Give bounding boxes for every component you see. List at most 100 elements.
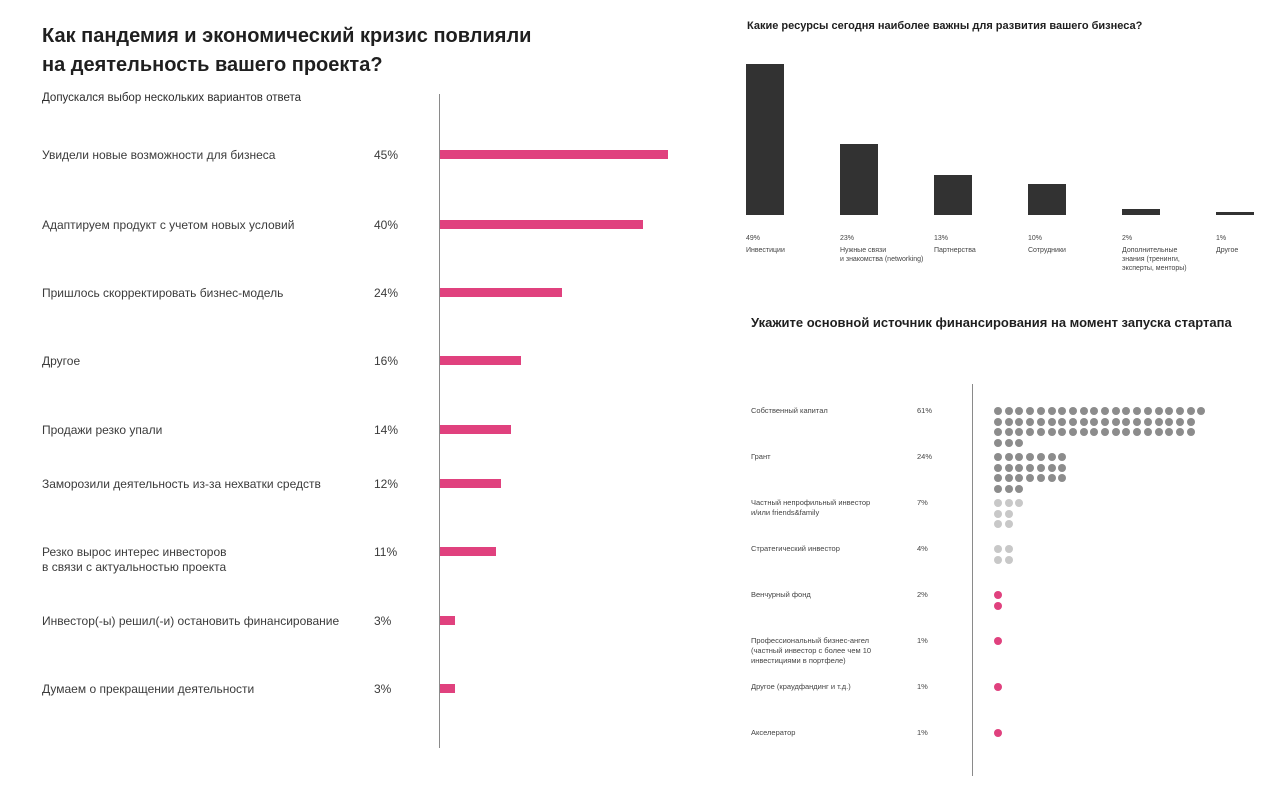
funding-dot <box>1036 417 1045 426</box>
funding-dot <box>1036 428 1045 436</box>
funding-dot <box>1004 520 1013 528</box>
funding-dot <box>994 438 1002 447</box>
impact-bar <box>440 356 522 365</box>
funding-dot <box>1090 428 1099 436</box>
funding-dot <box>1197 407 1206 415</box>
funding-value-label: 4% <box>917 544 928 553</box>
funding-dot <box>1058 474 1067 482</box>
column-value-label: 49% <box>746 235 761 242</box>
funding-dot <box>1154 407 1163 415</box>
funding-dot <box>1047 428 1056 436</box>
funding-dot <box>1143 407 1152 415</box>
column-value-label: 10% <box>1028 235 1043 242</box>
bar-category-label: Адаптируем продукт с учетом новых услови… <box>42 218 295 232</box>
funding-dot <box>1015 417 1024 426</box>
funding-dot <box>1015 453 1024 461</box>
bar-value-label: 16% <box>374 354 399 368</box>
funding-category-label: Собственный капитал <box>751 406 828 415</box>
funding-category-label: Венчурный фонд <box>751 590 811 599</box>
funding-dot <box>1165 417 1174 426</box>
impact-bar <box>440 547 496 556</box>
funding-category-label: Частный непрофильный инвестор и/или frie… <box>751 498 871 517</box>
funding-dot <box>1101 428 1109 436</box>
funding-category-label: Профессиональный бизнес-ангел (частный и… <box>751 636 872 665</box>
funding-dot <box>1004 428 1013 436</box>
funding-dot <box>994 729 1002 737</box>
bar-category-label: Другое <box>42 354 81 368</box>
impact-bar <box>440 220 643 229</box>
funding-dot <box>1015 463 1024 472</box>
funding-dot <box>1133 428 1142 436</box>
impact-bar <box>440 288 562 297</box>
funding-dot <box>1154 428 1163 436</box>
funding-dot <box>1079 417 1088 426</box>
column-category-label: Партнерства <box>934 247 976 254</box>
funding-dot <box>1122 428 1131 436</box>
funding-dot <box>1004 417 1013 426</box>
funding-dot <box>994 428 1002 436</box>
funding-dot <box>1004 463 1013 472</box>
funding-dot <box>1015 438 1024 447</box>
funding-dot <box>1111 428 1120 436</box>
bar-category-label: Инвестор(-ы) решил(-и) остановить финанс… <box>42 614 340 628</box>
resource-column <box>1122 208 1160 215</box>
dot-axis-line <box>972 384 973 776</box>
funding-dot <box>1047 453 1056 461</box>
bar-value-label: 45% <box>374 148 399 162</box>
funding-dot <box>994 545 1002 553</box>
funding-dot <box>1004 555 1013 564</box>
column-value-label: 23% <box>840 235 855 242</box>
funding-dot <box>1186 428 1195 436</box>
resources-chart-title: Какие ресурсы сегодня наиболее важны для… <box>747 20 1143 32</box>
funding-dot <box>994 601 1002 610</box>
funding-dot <box>994 484 1002 493</box>
funding-dot <box>1026 417 1035 426</box>
bar-category-label: Думаем о прекращении деятельности <box>42 682 255 696</box>
funding-dot <box>1004 438 1013 447</box>
funding-value-label: 1% <box>917 728 928 737</box>
funding-dot <box>994 463 1002 472</box>
funding-dot <box>1068 417 1077 426</box>
funding-dot <box>1004 407 1013 415</box>
funding-dot <box>1036 453 1045 461</box>
funding-dot <box>994 591 1002 599</box>
funding-dot <box>994 407 1002 415</box>
funding-dot <box>1175 428 1184 436</box>
column-category-label: Нужные связи и знакомства (networking) <box>840 247 924 263</box>
funding-dot <box>1004 453 1013 461</box>
impact-bar <box>440 684 456 693</box>
funding-dot <box>1090 417 1099 426</box>
column-category-label: Сотрудники <box>1028 247 1066 254</box>
resource-column <box>746 64 784 215</box>
funding-dot <box>1015 428 1024 436</box>
funding-value-label: 24% <box>917 452 933 461</box>
funding-dot <box>1058 417 1067 426</box>
funding-dot <box>994 509 1002 518</box>
bar-value-label: 11% <box>374 545 398 559</box>
impact-bar <box>440 616 456 625</box>
funding-dot <box>1036 463 1045 472</box>
funding-dot <box>994 520 1002 528</box>
funding-category-label: Другое (краудфандинг и т.д.) <box>751 682 851 691</box>
funding-dot <box>1058 407 1067 415</box>
funding-dot <box>1186 407 1195 415</box>
funding-value-label: 7% <box>917 498 928 507</box>
funding-dot <box>1058 428 1067 436</box>
resource-column <box>840 144 878 215</box>
bar-category-label: Резко вырос интерес инвесторов в связи с… <box>42 545 227 574</box>
funding-category-label: Стратегический инвестор <box>751 544 840 553</box>
column-value-label: 13% <box>934 235 949 242</box>
bar-axis-line <box>439 94 440 748</box>
funding-dot <box>994 453 1002 461</box>
column-category-label: Инвестиции <box>746 247 785 254</box>
funding-dot <box>1068 428 1077 436</box>
funding-dot <box>1101 407 1109 415</box>
funding-dot <box>1154 417 1163 426</box>
funding-dot <box>1047 407 1056 415</box>
funding-dot <box>1036 407 1045 415</box>
bar-value-label: 3% <box>374 682 392 696</box>
bar-value-label: 14% <box>374 423 399 437</box>
funding-dot <box>1101 417 1109 426</box>
funding-dot <box>1026 474 1035 482</box>
bar-category-label: Заморозили деятельность из-за нехватки с… <box>42 477 321 491</box>
